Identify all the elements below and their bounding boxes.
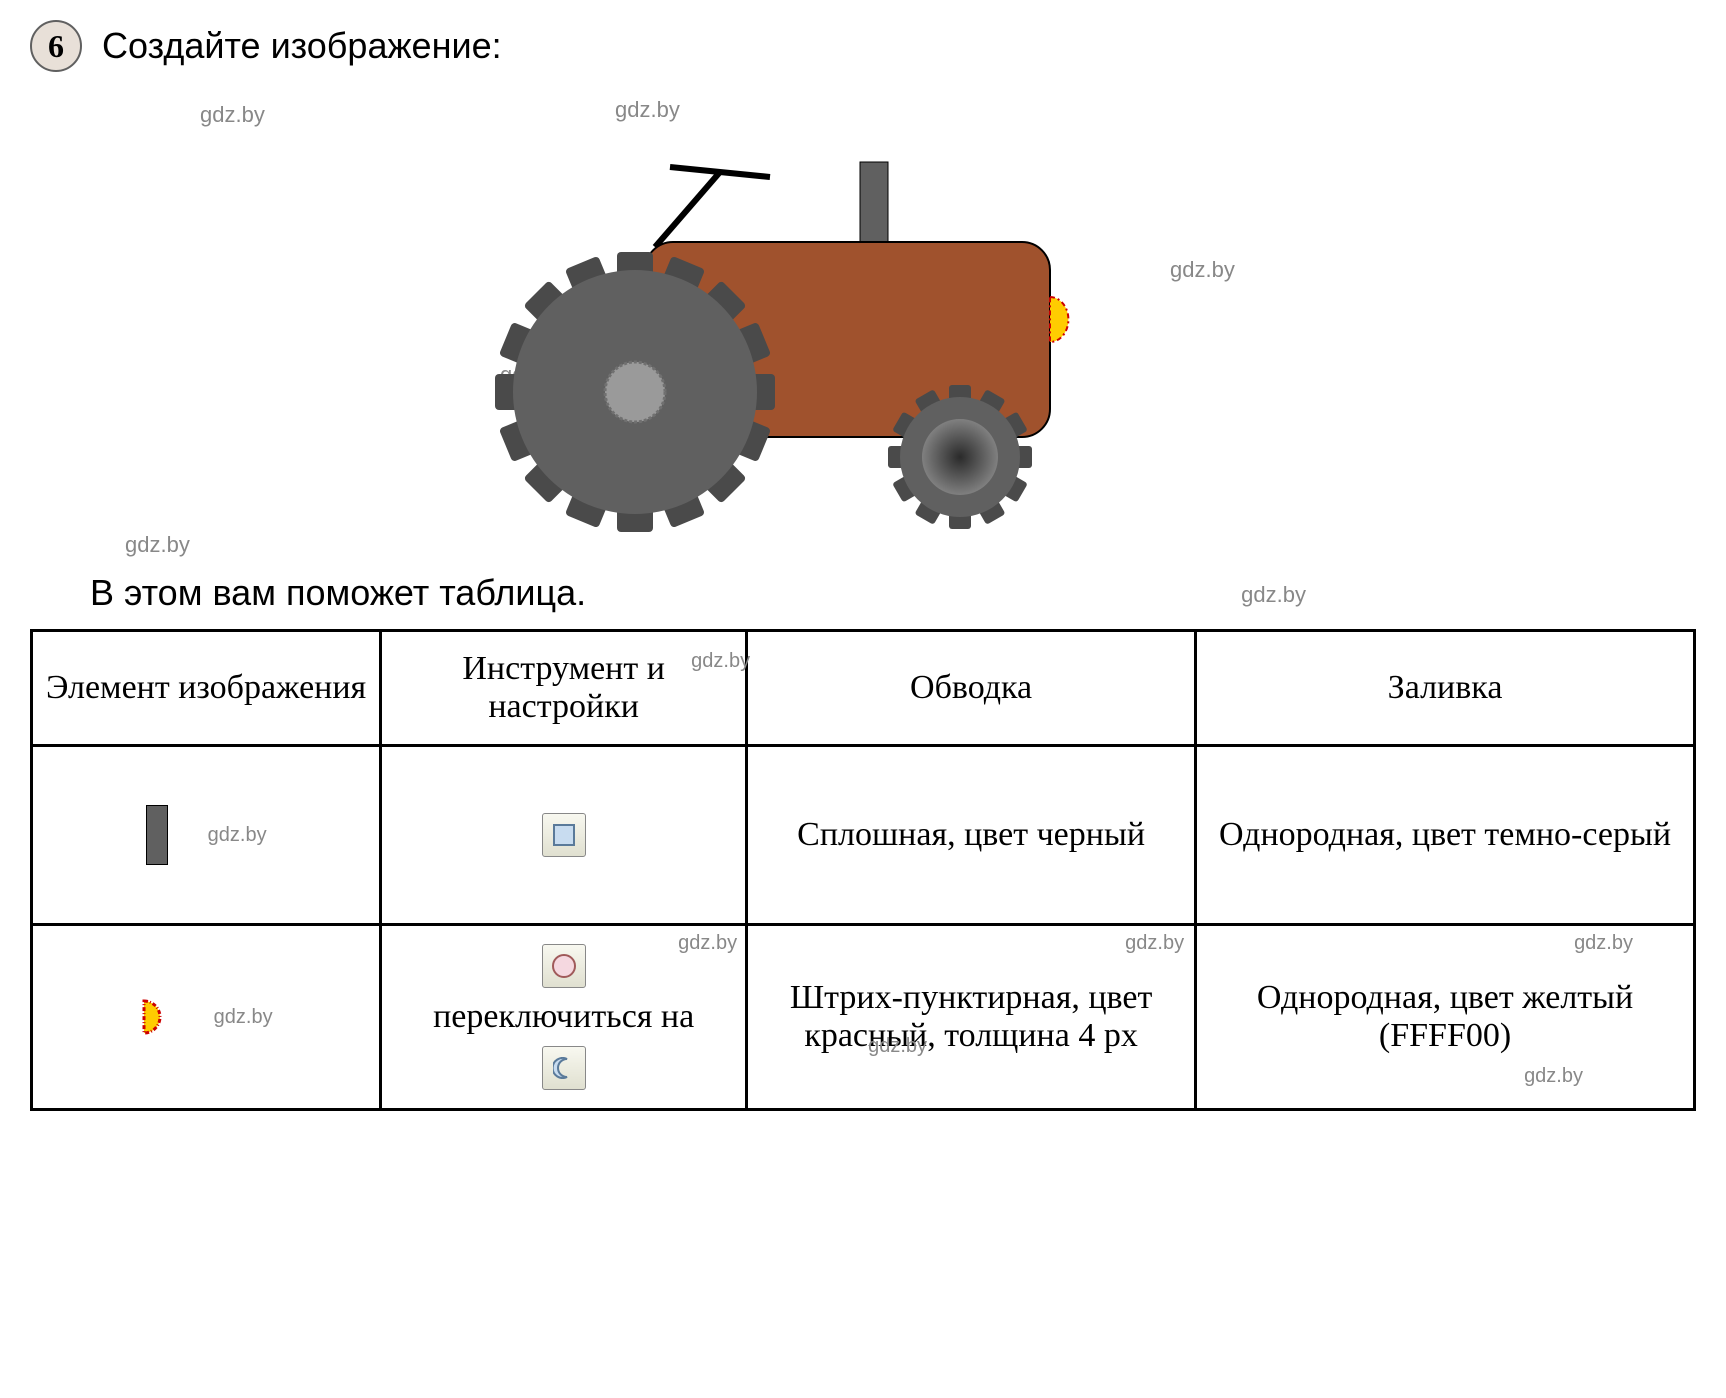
watermark: gdz.by: [200, 102, 265, 128]
cell-stroke-1: Сплошная, цвет черный: [747, 746, 1196, 925]
exercise-header: 6 Создайте изображение:: [30, 20, 1696, 72]
cell-tool-circle: gdz.by переключиться на: [381, 925, 747, 1110]
subtitle-text: В этом вам поможет таблица.: [90, 572, 1696, 614]
half-circle-element-icon: [140, 997, 164, 1037]
cell-fill-2: gdz.by gdz.by Однородная, цвет желтый (F…: [1196, 925, 1695, 1110]
cell-tool-rect: [381, 746, 747, 925]
tractor-big-wheel: [495, 252, 775, 532]
tractor-illustration-area: gdz.by gdz.by gdz.by gdz.by gdz.by gdz.b…: [30, 82, 1696, 562]
circle-tool-icon: [542, 944, 586, 988]
cell-element-rect: gdz.by: [32, 746, 381, 925]
header-fill: Заливка: [1196, 631, 1695, 746]
watermark: gdz.by: [1524, 1065, 1583, 1088]
instruction-table: Элемент изображения gdz.by Инструмент и …: [30, 629, 1696, 1111]
cell-element-half: gdz.by: [32, 925, 381, 1110]
watermark: gdz.by: [208, 824, 267, 847]
rect-tool-icon: [542, 813, 586, 857]
header-tool: gdz.by Инструмент и настройки: [381, 631, 747, 746]
exercise-number-badge: 6: [30, 20, 82, 72]
exercise-title: Создайте изображение:: [102, 25, 502, 67]
watermark: gdz.by: [1574, 932, 1633, 955]
watermark: gdz.by: [1125, 932, 1184, 955]
moon-tool-icon: [542, 1046, 586, 1090]
tractor-pipe: [860, 162, 888, 252]
element-rect-icon: [146, 805, 168, 865]
circle-shape-icon: [552, 954, 576, 978]
table-header-row: Элемент изображения gdz.by Инструмент и …: [32, 631, 1695, 746]
exercise-number: 6: [48, 28, 64, 65]
rect-shape-icon: [553, 824, 575, 846]
tractor-light: [1050, 297, 1068, 342]
tool-switch-text: переключиться на: [433, 998, 694, 1036]
table-row: gdz.by gdz.by переключиться на: [32, 925, 1695, 1110]
tractor-svg: [470, 102, 1120, 532]
moon-shape-icon: [553, 1057, 575, 1079]
watermark: gdz.by: [214, 1006, 273, 1029]
header-stroke: Обводка: [747, 631, 1196, 746]
header-element: Элемент изображения: [32, 631, 381, 746]
cell-stroke-2: gdz.by gdz.by Штрих-пунктирная, цвет кра…: [747, 925, 1196, 1110]
cell-fill-1: Однородная, цвет темно-серый: [1196, 746, 1695, 925]
watermark: gdz.by: [125, 532, 190, 558]
tractor-steering-stem: [655, 172, 720, 247]
watermark: gdz.by: [691, 650, 750, 673]
table-row: gdz.by Сплошная, цвет черный Однородная,…: [32, 746, 1695, 925]
watermark: gdz.by: [1170, 257, 1235, 283]
